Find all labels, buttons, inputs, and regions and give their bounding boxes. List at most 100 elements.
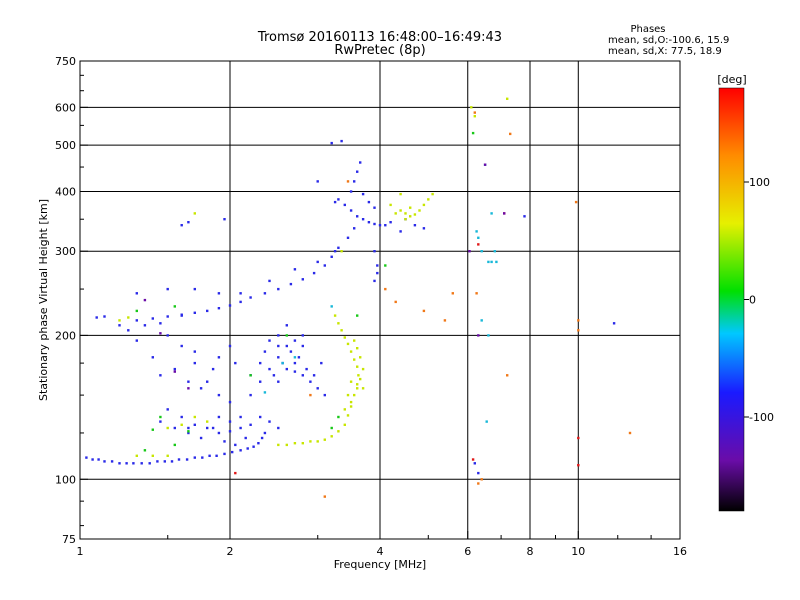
data-point: [337, 415, 340, 419]
grid-lines: [80, 61, 680, 539]
data-point: [257, 442, 260, 445]
data-point: [356, 170, 359, 173]
data-point: [353, 227, 356, 230]
data-point: [252, 445, 255, 448]
data-point: [118, 462, 121, 465]
data-point: [359, 377, 362, 381]
data-point: [413, 224, 417, 227]
data-point: [628, 431, 632, 435]
data-point: [228, 344, 232, 348]
y-axis-label: Stationary phase Virtual Height [km]: [37, 199, 50, 401]
data-point: [263, 292, 267, 295]
data-point: [206, 309, 209, 313]
data-point: [187, 426, 190, 430]
data-point: [487, 260, 490, 264]
data-point: [285, 443, 288, 447]
data-point: [376, 264, 379, 267]
data-point: [485, 420, 488, 423]
data-point: [361, 218, 365, 221]
data-point: [340, 139, 343, 143]
data-point: [330, 435, 333, 438]
data-point: [373, 279, 376, 283]
data-point: [506, 97, 509, 100]
data-point: [483, 163, 487, 166]
data-point: [187, 380, 190, 383]
data-point: [166, 287, 169, 291]
data-point: [490, 260, 493, 264]
data-point: [249, 296, 252, 299]
data-point: [373, 206, 376, 209]
data-point: [480, 250, 483, 253]
colorbar-ticks: 100 0 -100: [744, 176, 774, 424]
data-point: [353, 393, 356, 397]
data-point: [422, 203, 426, 207]
data-point: [577, 329, 580, 332]
data-point: [473, 462, 476, 465]
data-point: [177, 458, 181, 461]
data-point: [343, 408, 346, 411]
data-point: [337, 322, 340, 325]
data-point: [343, 336, 346, 339]
data-point: [389, 203, 392, 207]
data-point: [143, 449, 147, 452]
data-point: [349, 380, 353, 383]
data-point: [577, 436, 580, 440]
data-point: [135, 454, 138, 457]
data-point: [211, 367, 215, 371]
data-point: [346, 236, 350, 239]
data-point: [359, 161, 362, 164]
data-point: [159, 332, 162, 335]
data-point: [480, 319, 483, 322]
data-point: [477, 471, 480, 475]
data-point: [367, 221, 371, 224]
data-point: [316, 440, 319, 443]
data-point: [272, 374, 276, 377]
data-point: [470, 106, 473, 109]
data-point: [346, 342, 350, 346]
data-point: [509, 132, 512, 136]
data-point: [293, 370, 297, 373]
phase-stats-o: mean, sd,O:-100.6, 15.9: [608, 35, 729, 46]
data-point: [127, 316, 130, 319]
data-point: [471, 458, 475, 461]
data-point: [346, 393, 350, 397]
data-point: [193, 415, 196, 419]
data-point: [103, 460, 106, 463]
data-point: [234, 361, 237, 365]
data-point: [337, 430, 340, 433]
data-point: [427, 198, 430, 201]
data-point: [201, 456, 204, 459]
data-point: [180, 423, 183, 426]
colorbar-label: [deg]: [717, 73, 746, 86]
data-point: [330, 141, 333, 145]
data-point: [473, 115, 476, 118]
phase-stats-heading: Phases: [630, 24, 665, 35]
data-point: [193, 423, 196, 426]
data-point: [356, 387, 359, 390]
data-point: [451, 292, 454, 295]
data-point: [343, 423, 346, 426]
data-point: [384, 287, 387, 291]
data-point: [140, 462, 143, 465]
data-point: [376, 271, 379, 275]
data-point: [330, 426, 333, 430]
data-point: [356, 347, 359, 350]
data-point: [399, 230, 402, 233]
data-point: [143, 324, 147, 327]
data-point: [356, 215, 359, 218]
data-point: [297, 356, 301, 359]
data-point: [215, 454, 218, 457]
data-point: [285, 334, 288, 337]
data-point: [277, 426, 280, 430]
data-point: [228, 400, 232, 404]
data-point: [246, 447, 249, 450]
data-point: [357, 374, 360, 377]
data-point: [193, 361, 196, 365]
chart-subtitle: RwPretec (8p): [334, 43, 425, 58]
data-point: [208, 454, 211, 457]
data-point: [217, 292, 221, 295]
data-point: [268, 339, 271, 342]
data-point: [422, 227, 426, 230]
data-point: [180, 314, 183, 317]
data-point: [356, 383, 359, 386]
